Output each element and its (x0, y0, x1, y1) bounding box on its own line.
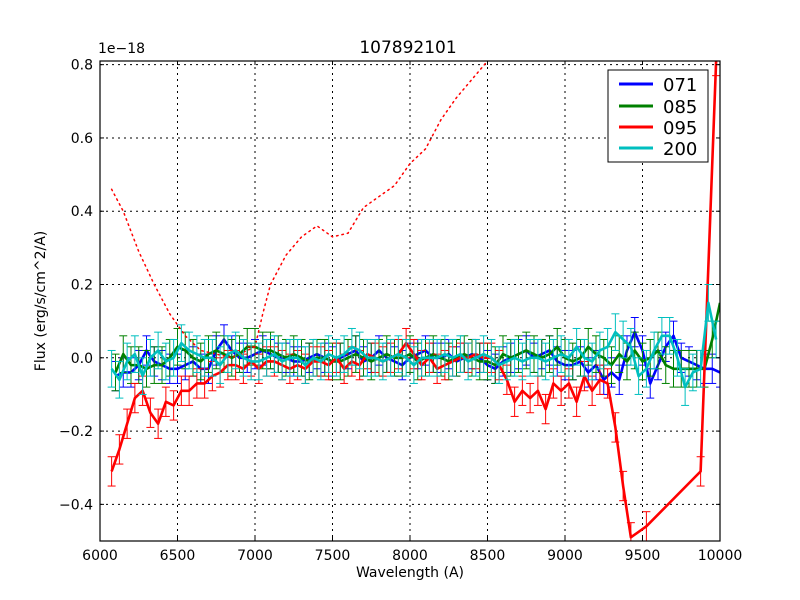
x-tick-label: 9500 (625, 548, 661, 564)
legend-label: 085 (663, 97, 697, 118)
tick-labels: 6000 6500 7000 7500 8000 8500 9000 9500 10000 −0.… (59, 58, 742, 564)
legend-item-085: 085 (619, 97, 697, 118)
x-tick-label: 8000 (392, 548, 428, 564)
ticks (99, 61, 721, 541)
x-axis-label: Wavelength (A) (356, 565, 464, 581)
y-tick-label: 0.2 (71, 278, 93, 294)
x-tick-label: 10000 (698, 548, 743, 564)
dotted-line (110, 61, 489, 359)
y-tick-label: 0.6 (71, 131, 93, 147)
data-line (110, 301, 718, 389)
y-axis-label: Flux (erg/s/cm^2/A) (33, 231, 49, 371)
x-tick-label: 7500 (315, 548, 351, 564)
legend-label: 200 (663, 139, 697, 160)
y-tick-label: −0.2 (59, 424, 93, 440)
legend: 071 085 095 200 (607, 69, 709, 163)
y-tick-label: 0.4 (71, 204, 93, 220)
x-tick-label: 8500 (470, 548, 506, 564)
legend-item-200: 200 (619, 139, 697, 160)
x-tick-label: 6000 (82, 548, 118, 564)
legend-item-095: 095 (619, 118, 697, 139)
y-tick-label: 0.0 (71, 351, 93, 367)
plot-area (107, 61, 720, 541)
legend-label: 095 (663, 118, 697, 139)
series-200 (107, 284, 720, 406)
series-095-dotted-template- (110, 61, 489, 359)
x-tick-label: 9000 (547, 548, 583, 564)
y-tick-label: −0.4 (59, 497, 93, 513)
y-tick-label: 0.8 (71, 58, 93, 74)
chart-title: 107892101 (359, 38, 456, 58)
legend-label: 071 (663, 75, 697, 96)
x-tick-label: 6500 (160, 548, 196, 564)
series-layer (107, 61, 720, 541)
y-offset-label: 1e−18 (98, 41, 145, 57)
x-tick-label: 7000 (237, 548, 273, 564)
legend-item-071: 071 (619, 75, 697, 96)
